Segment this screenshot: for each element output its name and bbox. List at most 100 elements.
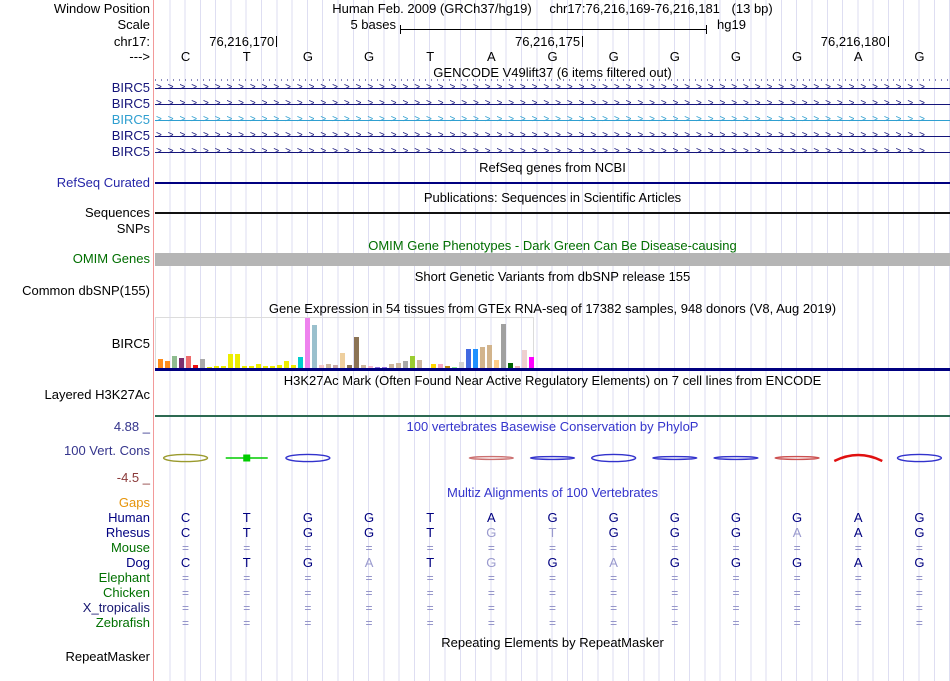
multiz-base-cell: G bbox=[363, 510, 375, 525]
gtex-tissue-bar bbox=[403, 361, 408, 369]
multiz-base-cell: = bbox=[304, 586, 312, 600]
omim-gene-bar[interactable] bbox=[155, 253, 950, 266]
gtex-expression-chart[interactable] bbox=[155, 317, 534, 370]
multiz-species-label[interactable]: Zebrafish bbox=[95, 615, 150, 630]
reference-base[interactable]: G bbox=[730, 49, 742, 64]
gencode-transcript-label[interactable]: BIRC5 bbox=[111, 96, 150, 111]
multiz-base-cell: = bbox=[548, 541, 557, 555]
h3k27ac-boundary-line bbox=[155, 415, 950, 417]
gtex-tissue-bar bbox=[529, 357, 534, 369]
conservation-wiggle[interactable] bbox=[155, 446, 950, 470]
window-position-label: Window Position bbox=[53, 1, 150, 16]
multiz-species-label[interactable]: X_tropicalis bbox=[82, 600, 150, 615]
reference-base[interactable]: G bbox=[914, 49, 925, 64]
conservation-shape bbox=[285, 453, 331, 463]
multiz-species-label[interactable]: Rhesus bbox=[105, 525, 150, 540]
track-title-omim[interactable]: OMIM Gene Phenotypes - Dark Green Can Be… bbox=[368, 238, 737, 253]
track-title-refseq[interactable]: RefSeq genes from NCBI bbox=[479, 160, 626, 175]
track-title-multiz[interactable]: Multiz Alignments of 100 Vertebrates bbox=[446, 485, 658, 500]
multiz-base-cell: = bbox=[426, 586, 434, 600]
transcript-direction-arrows: >>>>>>>>>>>>>>>>>>>>>>>>>>>>>>>>>>>>>>>>… bbox=[156, 146, 931, 157]
conservation-max-value: 4.88 _ bbox=[113, 419, 150, 434]
multiz-species-label[interactable]: Elephant bbox=[98, 570, 150, 585]
gencode-transcript-row[interactable]: >>>>>>>>>>>>>>>>>>>>>>>>>>>>>>>>>>>>>>>>… bbox=[155, 128, 950, 144]
multiz-base-cell: T bbox=[548, 525, 557, 540]
gencode-transcript-label[interactable]: BIRC5 bbox=[111, 128, 150, 143]
multiz-base-cell: = bbox=[548, 601, 557, 615]
multiz-base-cell: = bbox=[426, 616, 434, 630]
assembly-short-label: hg19 bbox=[717, 17, 746, 32]
refseq-gene-bar[interactable] bbox=[155, 182, 950, 184]
coordinate-tick bbox=[582, 36, 584, 47]
multiz-base-cell: = bbox=[671, 616, 679, 630]
transcript-direction-arrows: >>>>>>>>>>>>>>>>>>>>>>>>>>>>>>>>>>>>>>>>… bbox=[156, 98, 931, 109]
reference-base[interactable]: A bbox=[487, 49, 496, 64]
track-label-repeatmasker[interactable]: RepeatMasker bbox=[65, 649, 150, 664]
track-label-snps[interactable]: SNPs bbox=[116, 221, 150, 236]
track-title-repeatmasker[interactable]: Repeating Elements by RepeatMasker bbox=[441, 635, 664, 650]
track-label-sequences[interactable]: Sequences bbox=[84, 205, 150, 220]
strand-direction-label[interactable]: ---> bbox=[129, 49, 150, 64]
multiz-species-label[interactable]: Mouse bbox=[110, 540, 150, 555]
multiz-species-label[interactable]: Human bbox=[108, 510, 150, 525]
reference-base[interactable]: G bbox=[363, 49, 375, 64]
reference-base[interactable]: A bbox=[853, 49, 863, 64]
track-label-common-dbsnp[interactable]: Common dbSNP(155) bbox=[22, 283, 150, 298]
track-title-conservation[interactable]: 100 vertebrates Basewise Conservation by… bbox=[406, 419, 699, 434]
track-area-left-border bbox=[153, 0, 154, 681]
multiz-base-cell: G bbox=[608, 525, 619, 540]
multiz-base-cell: T bbox=[242, 510, 251, 525]
gtex-tissue-bar bbox=[347, 365, 352, 369]
track-title-gtex[interactable]: Gene Expression in 54 tissues from GTEx … bbox=[268, 301, 837, 316]
gtex-tissue-bar bbox=[473, 349, 478, 369]
multiz-base-cell: G bbox=[608, 510, 619, 525]
multiz-species-label[interactable]: Dog bbox=[126, 555, 150, 570]
multiz-species-label[interactable]: Gaps bbox=[118, 495, 150, 510]
reference-base[interactable]: C bbox=[180, 49, 191, 64]
multiz-base-cell: = bbox=[732, 601, 740, 615]
reference-base[interactable]: G bbox=[792, 49, 803, 64]
track-title-publications[interactable]: Publications: Sequences in Scientific Ar… bbox=[423, 190, 682, 205]
gencode-transcript-row[interactable]: >>>>>>>>>>>>>>>>>>>>>>>>>>>>>>>>>>>>>>>>… bbox=[155, 144, 950, 160]
publications-item-bar[interactable] bbox=[155, 212, 950, 214]
gtex-tissue-bar bbox=[431, 364, 436, 369]
gencode-transcript-row[interactable]: >>>>>>>>>>>>>>>>>>>>>>>>>>>>>>>>>>>>>>>>… bbox=[155, 112, 950, 128]
track-label-layered-h3k27ac[interactable]: Layered H3K27Ac bbox=[44, 387, 150, 402]
track-label-100-vert-cons[interactable]: 100 Vert. Cons bbox=[64, 443, 150, 458]
gencode-transcript-label[interactable]: BIRC5 bbox=[111, 144, 150, 159]
gtex-tissue-bar bbox=[438, 364, 443, 369]
reference-base[interactable]: G bbox=[302, 49, 313, 64]
gtex-tissue-bar bbox=[410, 356, 415, 369]
gencode-transcript-label[interactable]: BIRC5 bbox=[111, 80, 150, 95]
gtex-tissue-bar bbox=[200, 359, 205, 369]
multiz-base-cell: G bbox=[669, 525, 680, 540]
gtex-tissue-bar bbox=[165, 361, 170, 369]
track-label-refseq-curated[interactable]: RefSeq Curated bbox=[56, 175, 150, 190]
multiz-base-cell: G bbox=[302, 525, 313, 540]
reference-base[interactable]: G bbox=[547, 49, 558, 64]
conservation-shape bbox=[896, 453, 943, 463]
track-title-gencode[interactable]: GENCODE V49lift37 (6 items filtered out) bbox=[433, 65, 672, 80]
track-title-dbsnp[interactable]: Short Genetic Variants from dbSNP releas… bbox=[414, 269, 691, 284]
track-label-omim-genes[interactable]: OMIM Genes bbox=[72, 251, 150, 266]
gencode-transcript-row[interactable]: >>>>>>>>>>>>>>>>>>>>>>>>>>>>>>>>>>>>>>>>… bbox=[155, 80, 950, 96]
reference-base[interactable]: G bbox=[669, 49, 680, 64]
gtex-tissue-bar bbox=[158, 359, 163, 369]
multiz-base-cell: = bbox=[610, 586, 618, 600]
transcript-intron-line bbox=[155, 152, 950, 153]
gencode-transcript-label[interactable]: BIRC5 bbox=[111, 112, 150, 127]
gtex-tissue-bar bbox=[445, 366, 450, 369]
reference-base[interactable]: T bbox=[426, 49, 435, 64]
track-label-gtex-birc5[interactable]: BIRC5 bbox=[111, 336, 150, 351]
multiz-species-label[interactable]: Chicken bbox=[103, 585, 150, 600]
multiz-base-cell: = bbox=[671, 571, 679, 585]
gtex-tissue-bar bbox=[228, 354, 233, 369]
gtex-tissue-bar bbox=[179, 358, 184, 369]
reference-base[interactable]: T bbox=[242, 49, 251, 64]
gencode-transcript-row[interactable]: >>>>>>>>>>>>>>>>>>>>>>>>>>>>>>>>>>>>>>>>… bbox=[155, 96, 950, 112]
multiz-base-cell: T bbox=[242, 525, 251, 540]
reference-base[interactable]: G bbox=[608, 49, 619, 64]
multiz-base-cell: = bbox=[365, 541, 373, 555]
track-title-h3k27ac[interactable]: H3K27Ac Mark (Often Found Near Active Re… bbox=[283, 373, 822, 388]
